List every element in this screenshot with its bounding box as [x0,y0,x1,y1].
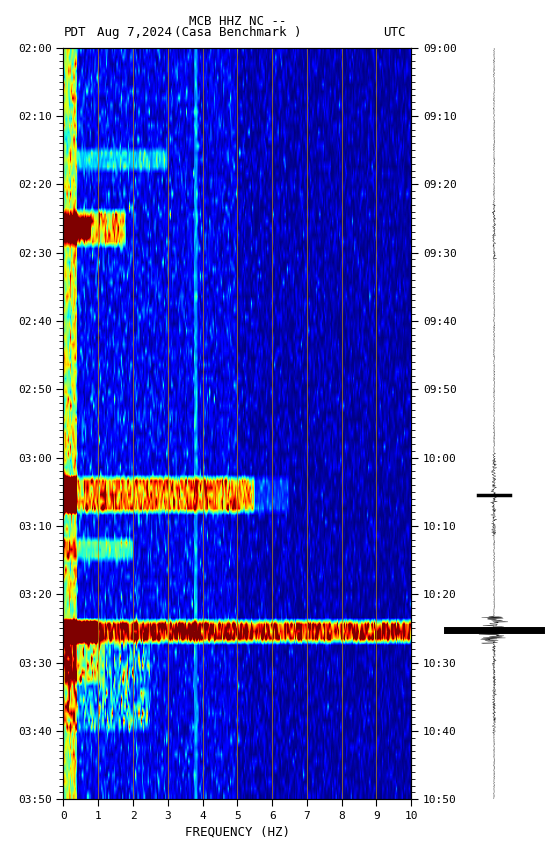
Text: Aug 7,2024: Aug 7,2024 [97,26,172,40]
Text: UTC: UTC [383,26,406,40]
X-axis label: FREQUENCY (HZ): FREQUENCY (HZ) [185,825,290,838]
Text: (Casa Benchmark ): (Casa Benchmark ) [174,26,301,40]
Text: MCB HHZ NC --: MCB HHZ NC -- [189,15,286,29]
Text: PDT: PDT [63,26,86,40]
